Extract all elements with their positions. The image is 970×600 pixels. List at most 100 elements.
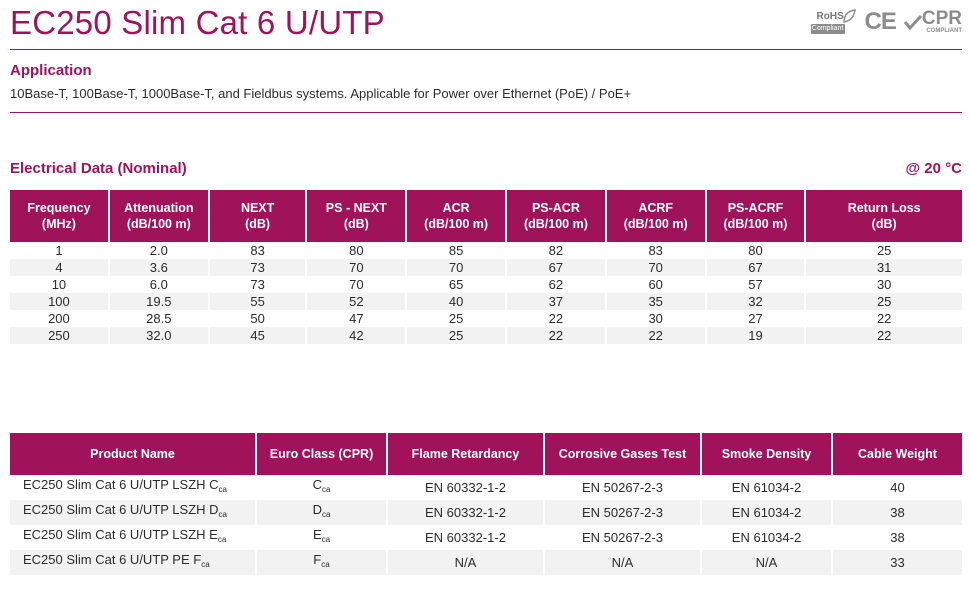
euro-class-cell-subscript: ca	[321, 510, 331, 519]
table-cell: 55	[209, 293, 306, 310]
column-header-line: (dB/100 m)	[523, 217, 588, 231]
table-row: EC250 Slim Cat 6 U/UTP PE Fca Fca N/A N/A N/…	[10, 550, 962, 575]
table-cell: 83	[250, 243, 265, 258]
cpr-logo-text: CPR	[921, 8, 962, 29]
euro-class-cell-subscript: ca	[321, 560, 330, 569]
product-name-cell-text: EC250 Slim Cat 6 U/UTP LSZH E	[23, 527, 218, 542]
table-cell: 25	[407, 327, 506, 344]
table-cell: 45	[209, 327, 306, 344]
corrosive-gases-cell: N/A	[545, 550, 700, 575]
page-title: EC250 Slim Cat 6 U/UTP	[10, 4, 385, 41]
table-row: 200 28.5 50 47 25 22 30 27 22	[10, 310, 962, 327]
cable-weight-cell: 33	[833, 550, 962, 575]
table-cell: 2.0	[149, 243, 168, 258]
table-cell: 80	[349, 243, 364, 258]
column-header-line: (dB/100 m)	[424, 217, 489, 231]
table-cell: 35	[606, 293, 705, 310]
column-header: Cable Weight	[833, 433, 962, 475]
smoke-density-cell: EN 61034-2	[731, 529, 802, 545]
table-cell: 70	[307, 259, 406, 276]
table-header-row: Frequency (MHz) Attenuation (dB/100 m) NEXT (…	[10, 190, 962, 242]
table-cell: 22	[507, 327, 605, 344]
certification-logos: RoHS Compliant CE CPR COMPLIANT	[810, 8, 962, 36]
euro-class-cell-subscript: ca	[321, 485, 331, 494]
table-cell: 22	[876, 311, 892, 326]
table-cell: 100	[10, 293, 108, 310]
column-header: ACRF (dB/100 m)	[606, 190, 705, 242]
column-header: Flame Retardancy	[388, 433, 543, 475]
table-cell: 37	[507, 293, 605, 310]
divider	[10, 112, 962, 113]
table-cell: 30	[876, 277, 892, 292]
table-cell: 85	[448, 243, 464, 258]
table-cell: 30	[648, 311, 663, 326]
product-name-cell-text: EC250 Slim Cat 6 U/UTP LSZH D	[23, 502, 219, 517]
table-cell: 250	[10, 327, 108, 344]
table-cell: 67	[507, 259, 605, 276]
table-cell: 1	[55, 243, 63, 258]
rohs-logo: RoHS Compliant	[810, 9, 857, 35]
divider	[10, 49, 962, 50]
euro-class-cell-text: F	[313, 552, 322, 567]
table-cell: 200	[48, 311, 70, 326]
table-cell: 80	[748, 243, 763, 258]
table-cell: 57	[748, 277, 763, 292]
product-name-cell: EC250 Slim Cat 6 U/UTP LSZH Cca	[10, 475, 255, 500]
rohs-logo-text: RoHS	[816, 11, 844, 22]
column-header-line: (dB)	[245, 217, 271, 231]
euro-class-cell-subscript: ca	[321, 535, 331, 544]
product-name-cell-subscript: ca	[201, 560, 210, 569]
table-cell: 70	[349, 277, 364, 292]
column-header-line: Return Loss	[847, 201, 921, 215]
corrosive-gases-cell: EN 50267-2-3	[545, 500, 700, 525]
table-cell: 70	[606, 259, 705, 276]
table-cell: 28.5	[146, 311, 172, 326]
euro-class-cell-text: E	[312, 527, 322, 542]
product-name-cell-text: EC250 Slim Cat 6 U/UTP LSZH C	[23, 477, 219, 492]
table-cell: 70	[407, 259, 506, 276]
table-cell: 4	[10, 259, 108, 276]
product-name-cell-subscript: ca	[218, 510, 227, 519]
product-table: Product Name Euro Class (CPR) Flame Retard…	[8, 433, 964, 575]
table-row: EC250 Slim Cat 6 U/UTP LSZH Dca Dca EN 603…	[10, 500, 962, 525]
column-header-line: PS - NEXT	[325, 201, 387, 215]
column-header-line: ACRF	[638, 201, 674, 215]
checkmark-icon	[903, 14, 922, 30]
flame-retardancy-cell: EN 60332-1-2	[425, 529, 506, 545]
electrical-heading: Electrical Data (Nominal)	[10, 160, 187, 177]
table-cell: 22	[606, 327, 705, 344]
table-row: 1 2.0 83 80 85 82 83 80 25	[10, 242, 962, 259]
product-name-cell-text: EC250 Slim Cat 6 U/UTP PE F	[23, 552, 202, 567]
leaf-icon	[842, 9, 856, 23]
table-cell: 73	[250, 277, 265, 292]
product-name-cell: EC250 Slim Cat 6 U/UTP LSZH Eca	[10, 525, 255, 550]
table-cell: 50	[250, 311, 265, 326]
column-header: ACR (dB/100 m)	[407, 190, 506, 242]
column-header: PS - NEXT (dB)	[307, 190, 406, 242]
table-cell: 40	[407, 293, 506, 310]
temperature-label: @ 20 °C	[905, 160, 962, 177]
column-header-line: (dB)	[871, 217, 897, 231]
column-header-line: PS-ACRF	[727, 201, 784, 215]
table-cell: 22	[548, 311, 564, 326]
table-cell: 19.5	[109, 293, 208, 310]
table-cell: 52	[307, 293, 406, 310]
table-cell: 6.0	[149, 277, 168, 292]
column-header-line: NEXT	[240, 201, 275, 215]
flame-retardancy-cell: N/A	[388, 550, 543, 575]
euro-class-cell: Cca	[257, 475, 386, 500]
table-cell: 27	[748, 311, 763, 326]
table-cell: 60	[648, 277, 663, 292]
column-header: Frequency (MHz)	[10, 190, 108, 242]
table-row: EC250 Slim Cat 6 U/UTP LSZH Cca Cca EN 603…	[10, 475, 962, 500]
column-header-line: (MHz)	[41, 217, 76, 231]
column-header-line: (dB/100 m)	[623, 217, 688, 231]
table-cell: 25	[876, 243, 892, 258]
flame-retardancy-cell: EN 60332-1-2	[388, 500, 543, 525]
table-cell: 22	[806, 327, 962, 344]
euro-class-cell-text: C	[312, 477, 322, 492]
column-header-line: (dB/100 m)	[126, 217, 191, 231]
table-header-row: Product Name Euro Class (CPR) Flame Retard…	[10, 433, 962, 475]
table-cell: 82	[548, 243, 564, 258]
product-name-cell: EC250 Slim Cat 6 U/UTP LSZH Dca	[10, 500, 255, 525]
